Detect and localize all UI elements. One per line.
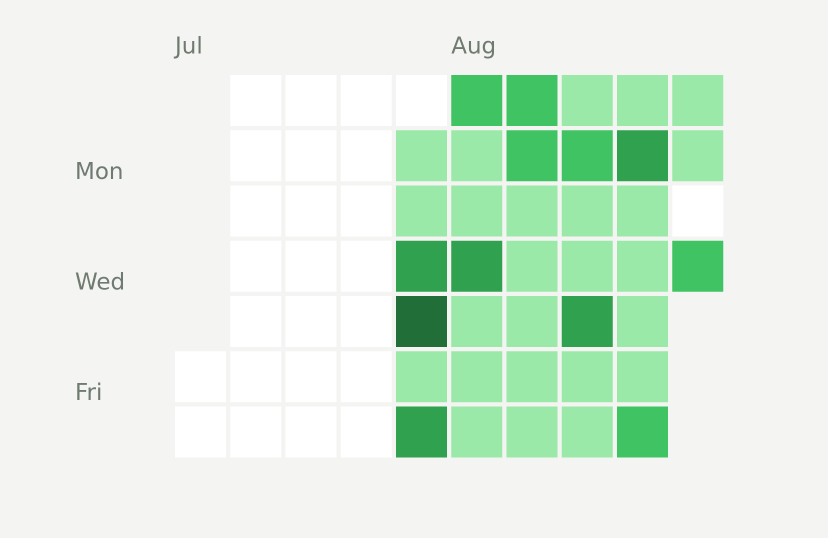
- day-cell: [561, 240, 613, 292]
- day-cell: [285, 351, 337, 403]
- day-cell: [340, 351, 392, 403]
- day-cell: [506, 240, 558, 292]
- day-cell: [175, 351, 226, 403]
- weekday-label: Mon: [75, 159, 124, 185]
- month-label: Aug: [451, 34, 496, 60]
- day-cell: [230, 351, 282, 403]
- day-cell: [230, 185, 282, 237]
- day-cell: [506, 296, 558, 347]
- day-cell: [230, 406, 282, 458]
- day-cell: [230, 130, 282, 182]
- day-cell: [285, 130, 337, 182]
- day-cell: [451, 406, 503, 458]
- day-cell: [396, 406, 447, 458]
- day-cell: [340, 406, 392, 458]
- day-cell: [672, 75, 724, 126]
- day-cell: [506, 406, 558, 458]
- day-cell: [617, 240, 668, 292]
- day-cell: [340, 75, 392, 126]
- day-cell: [451, 296, 503, 347]
- day-cell: [561, 130, 613, 182]
- day-cell: [396, 296, 447, 347]
- day-cell: [285, 185, 337, 237]
- day-cell: [396, 75, 447, 126]
- day-cell: [340, 185, 392, 237]
- day-cell: [230, 296, 282, 347]
- day-cell: [285, 75, 337, 126]
- month-label: Jul: [173, 34, 203, 60]
- day-cell: [617, 296, 668, 347]
- day-cell: [451, 130, 503, 182]
- day-cell: [175, 406, 226, 458]
- day-cell: [506, 130, 558, 182]
- day-cell: [617, 185, 668, 237]
- day-cell: [451, 75, 503, 126]
- day-cell: [451, 240, 503, 292]
- day-cell: [506, 75, 558, 126]
- day-cell: [561, 75, 613, 126]
- day-cell: [285, 296, 337, 347]
- day-cell: [396, 185, 447, 237]
- day-cell: [617, 351, 668, 403]
- weekday-label: Wed: [75, 269, 125, 295]
- day-cell: [617, 130, 668, 182]
- day-cell: [617, 75, 668, 126]
- day-cell: [506, 185, 558, 237]
- day-cell: [340, 130, 392, 182]
- day-cell: [396, 240, 447, 292]
- day-cell: [340, 240, 392, 292]
- day-cell: [230, 240, 282, 292]
- day-cell: [561, 406, 613, 458]
- day-cell: [561, 185, 613, 237]
- day-cell: [617, 406, 668, 458]
- weekday-label: Fri: [75, 380, 102, 406]
- day-cell: [672, 185, 724, 237]
- day-cell: [561, 351, 613, 403]
- day-cell: [340, 296, 392, 347]
- day-cell: [451, 185, 503, 237]
- day-cell: [672, 240, 724, 292]
- day-cell: [506, 351, 558, 403]
- day-cell: [396, 351, 447, 403]
- day-cell: [451, 351, 503, 403]
- day-cell: [396, 130, 447, 182]
- day-cell: [285, 240, 337, 292]
- day-cell: [285, 406, 337, 458]
- day-cell: [230, 75, 282, 126]
- day-cell: [561, 296, 613, 347]
- day-cell: [672, 130, 724, 182]
